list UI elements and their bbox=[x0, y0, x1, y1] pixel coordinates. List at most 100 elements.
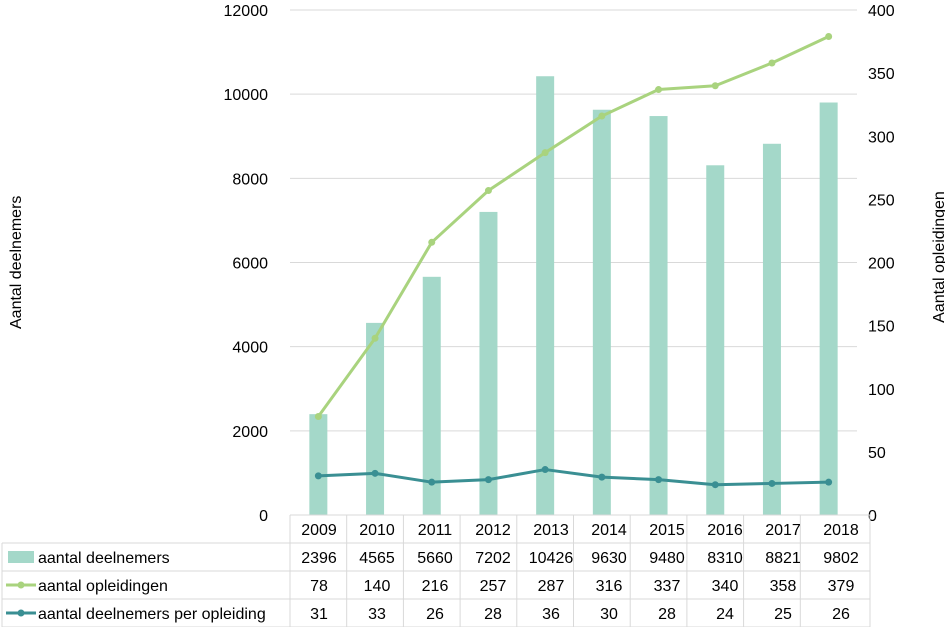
table-cell: 30 bbox=[600, 606, 618, 623]
line-series bbox=[314, 33, 833, 489]
x-tick-label: 2014 bbox=[591, 522, 627, 539]
table-cell: 8821 bbox=[765, 550, 801, 567]
point-opleidingen bbox=[825, 33, 833, 41]
bar bbox=[366, 322, 385, 515]
point-opleidingen bbox=[371, 334, 379, 342]
table-cell: 36 bbox=[542, 606, 560, 623]
point-per-opleiding bbox=[825, 478, 833, 486]
point-opleidingen bbox=[768, 59, 776, 67]
table-cell: 4565 bbox=[359, 550, 395, 567]
left-axis-ticks: 0 2000 4000 6000 8000 10000 12000 bbox=[224, 3, 269, 525]
point-per-opleiding bbox=[655, 476, 663, 484]
right-tick-label: 350 bbox=[868, 66, 895, 83]
x-tick-label: 2012 bbox=[475, 522, 511, 539]
right-tick-label: 200 bbox=[868, 256, 895, 273]
right-axis-ticks: 0 50 100 150 200 250 300 350 400 bbox=[868, 3, 895, 525]
right-tick-label: 50 bbox=[868, 445, 886, 462]
point-opleidingen bbox=[711, 82, 719, 90]
table-cell: 28 bbox=[484, 606, 502, 623]
x-tick-label: 2016 bbox=[707, 522, 743, 539]
bar-series bbox=[309, 76, 838, 516]
point-per-opleiding bbox=[768, 479, 776, 487]
table-cell: 358 bbox=[770, 578, 797, 595]
point-per-opleiding bbox=[371, 469, 379, 477]
table-cell: 31 bbox=[310, 606, 328, 623]
legend-marker bbox=[17, 609, 25, 617]
point-opleidingen bbox=[428, 238, 436, 246]
point-per-opleiding bbox=[428, 478, 436, 486]
table-cell: 28 bbox=[658, 606, 676, 623]
point-per-opleiding bbox=[484, 476, 492, 484]
table-cell: 337 bbox=[654, 578, 681, 595]
right-tick-label: 0 bbox=[868, 508, 877, 525]
right-tick-label: 100 bbox=[868, 382, 895, 399]
legend-label: aantal deelnemers bbox=[38, 550, 170, 567]
x-tick-label: 2017 bbox=[765, 522, 801, 539]
table-cell: 7202 bbox=[475, 550, 511, 567]
legend-label: aantal deelnemers per opleiding bbox=[38, 606, 266, 623]
left-tick-label: 6000 bbox=[232, 256, 268, 273]
legend-marker bbox=[17, 581, 25, 589]
table-cell: 33 bbox=[368, 606, 386, 623]
table-cell: 26 bbox=[832, 606, 850, 623]
legend-label: aantal opleidingen bbox=[38, 578, 168, 595]
x-tick-label: 2011 bbox=[418, 522, 453, 539]
gridlines bbox=[290, 9, 857, 516]
left-tick-label: 12000 bbox=[224, 3, 269, 20]
table-cell: 140 bbox=[364, 578, 391, 595]
point-opleidingen bbox=[314, 413, 322, 421]
bar bbox=[309, 414, 328, 515]
right-tick-label: 250 bbox=[868, 192, 895, 209]
point-opleidingen bbox=[655, 86, 663, 94]
point-per-opleiding bbox=[711, 481, 719, 489]
left-tick-label: 8000 bbox=[232, 171, 268, 188]
bar bbox=[479, 211, 498, 515]
table-cell: 316 bbox=[596, 578, 623, 595]
x-tick-label: 2018 bbox=[823, 522, 859, 539]
bar bbox=[762, 143, 781, 516]
bar bbox=[819, 102, 838, 515]
x-tick-label: 2013 bbox=[533, 522, 569, 539]
table-cell: 9802 bbox=[823, 550, 859, 567]
table-cell: 78 bbox=[310, 578, 328, 595]
table-cell: 379 bbox=[828, 578, 855, 595]
y-axis-title-left: Aantal deelnemers bbox=[8, 195, 25, 329]
point-opleidingen bbox=[598, 112, 606, 120]
point-opleidingen bbox=[541, 149, 549, 157]
table-cell: 216 bbox=[422, 578, 449, 595]
left-tick-label: 0 bbox=[259, 508, 268, 525]
right-tick-label: 400 bbox=[868, 3, 895, 20]
point-per-opleiding bbox=[541, 466, 549, 474]
table-cell: 9630 bbox=[591, 550, 627, 567]
table-cell: 2396 bbox=[301, 550, 337, 567]
table-cell: 10426 bbox=[529, 550, 574, 567]
table-cell: 24 bbox=[716, 606, 734, 623]
bar bbox=[706, 165, 725, 515]
table-cell: 5660 bbox=[417, 550, 453, 567]
right-tick-label: 300 bbox=[868, 129, 895, 146]
x-tick-label: 2015 bbox=[649, 522, 685, 539]
table-cell: 26 bbox=[426, 606, 444, 623]
point-per-opleiding bbox=[314, 472, 322, 480]
table-cell: 25 bbox=[774, 606, 792, 623]
table-cell: 287 bbox=[538, 578, 565, 595]
right-tick-label: 150 bbox=[868, 319, 895, 336]
point-opleidingen bbox=[484, 187, 492, 195]
x-tick-label: 2010 bbox=[359, 522, 395, 539]
table-cell: 9480 bbox=[649, 550, 685, 567]
left-tick-label: 2000 bbox=[232, 424, 268, 441]
left-tick-label: 10000 bbox=[224, 87, 269, 104]
left-tick-label: 4000 bbox=[232, 340, 268, 357]
bar bbox=[649, 116, 668, 516]
bar bbox=[422, 276, 441, 515]
legend-swatch bbox=[8, 551, 34, 563]
bar bbox=[536, 76, 555, 515]
table-cell: 340 bbox=[712, 578, 739, 595]
table-cell: 257 bbox=[480, 578, 507, 595]
data-table: 2009 2010 2011 2012 2013 2014 2015 2016 2017 2018… bbox=[1, 514, 871, 627]
table-cell: 8310 bbox=[707, 550, 743, 567]
line-opleidingen bbox=[317, 35, 830, 418]
line-per-opleiding bbox=[318, 468, 829, 487]
bar bbox=[592, 109, 611, 516]
